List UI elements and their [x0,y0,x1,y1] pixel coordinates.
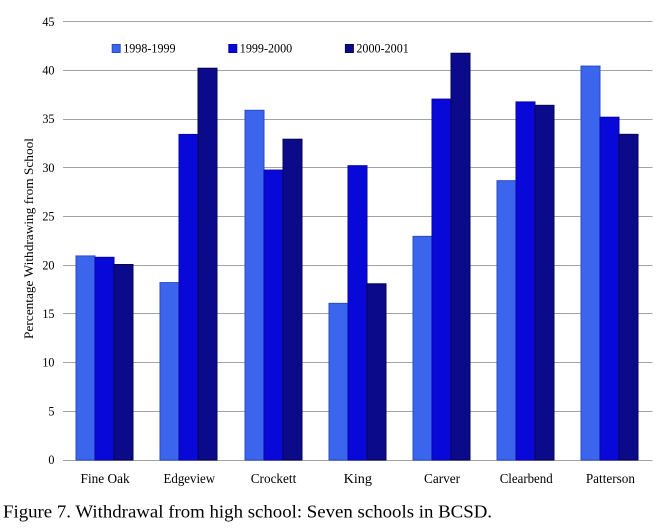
svg-text:1999-2000: 1999-2000 [240,42,292,56]
svg-text:2000-2001: 2000-2001 [356,42,408,56]
svg-text:Carver: Carver [424,471,461,486]
svg-text:25: 25 [42,210,54,224]
svg-text:15: 15 [42,307,54,321]
svg-text:10: 10 [42,356,54,370]
svg-text:20: 20 [42,258,54,272]
svg-text:Figure 7. Withdrawal from high: Figure 7. Withdrawal from high school: S… [3,502,492,522]
svg-text:Fine Oak: Fine Oak [81,471,131,486]
svg-text:Edgeview: Edgeview [164,471,216,486]
svg-text:Clearbend: Clearbend [500,471,553,486]
svg-text:35: 35 [42,112,54,126]
svg-text:45: 45 [42,15,54,29]
svg-text:Patterson: Patterson [586,471,635,486]
svg-text:0: 0 [48,453,54,467]
svg-text:30: 30 [42,161,54,175]
svg-text:5: 5 [48,404,54,418]
svg-text:1998-1999: 1998-1999 [123,42,175,56]
svg-text:Crockett: Crockett [251,471,297,486]
svg-text:40: 40 [42,64,54,78]
svg-text:King: King [344,471,373,486]
svg-text:Percentage Withdrawing from Sc: Percentage Withdrawing from School [22,138,36,339]
